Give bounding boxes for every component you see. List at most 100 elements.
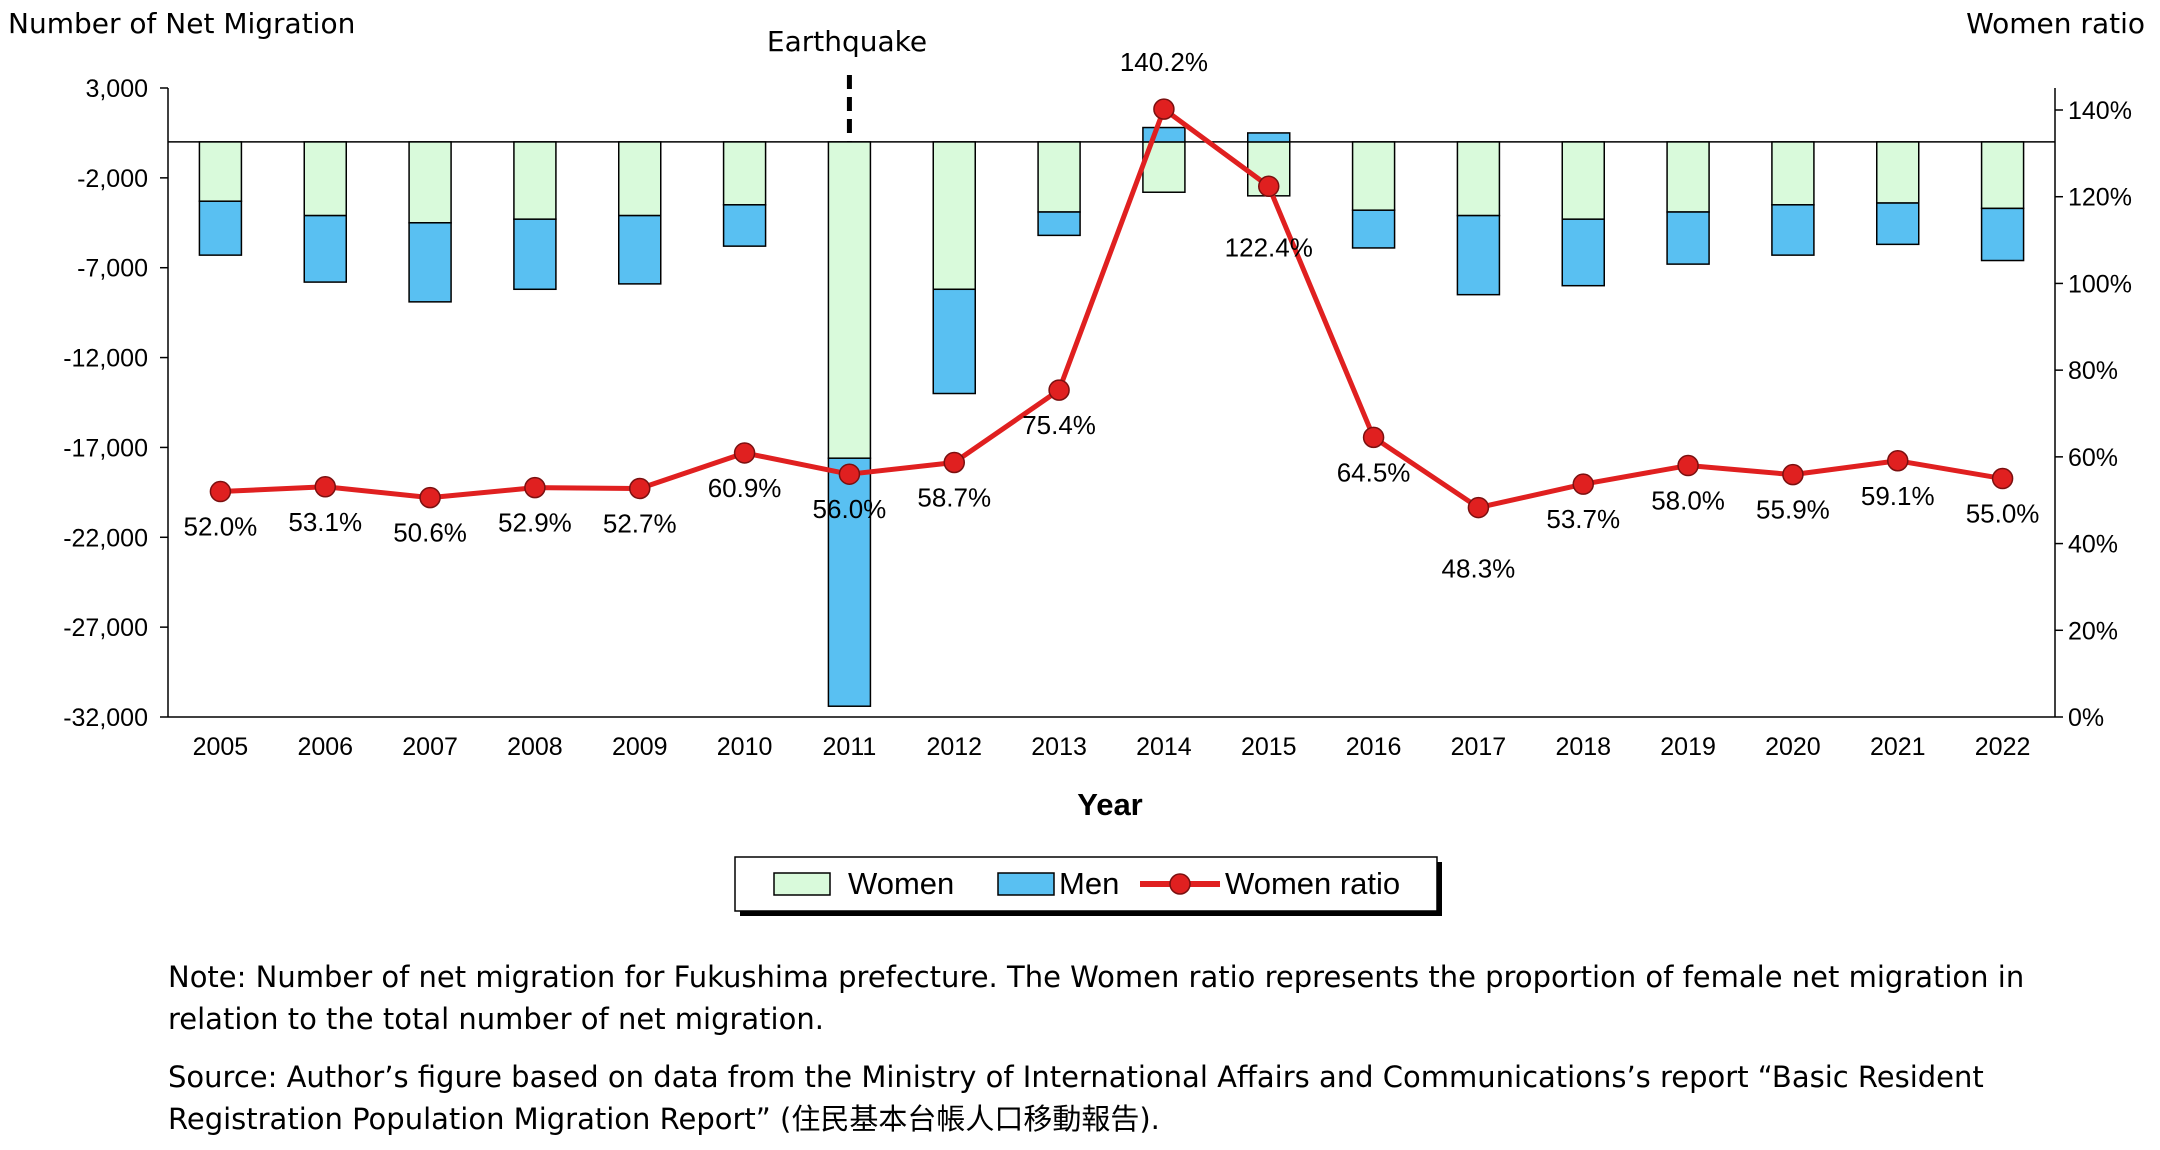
legend-label-ratio: Women ratio (1225, 866, 1400, 901)
bar-men (1666, 211, 1710, 265)
ratio-point (1572, 473, 1594, 495)
left-tick-label: -27,000 (63, 614, 148, 642)
bar-women (618, 141, 662, 217)
ratio-data-label: 122.4% (1225, 232, 1313, 262)
x-tick-label: 2019 (1660, 733, 1716, 761)
ratio-point (1362, 426, 1385, 449)
ratio-data-label: 53.1% (288, 507, 362, 537)
bar-women (408, 141, 452, 224)
right-tick-label: 100% (2068, 270, 2132, 298)
left-tick-label: -2,000 (77, 165, 148, 193)
ratio-point (629, 477, 651, 500)
ratio-point (209, 480, 232, 503)
ratio-data-label: 58.7% (917, 482, 991, 512)
bar-men (1037, 211, 1081, 237)
bar-women (932, 141, 976, 291)
ratio-data-label: 52.0% (184, 512, 258, 542)
bar-men (1561, 218, 1605, 287)
left-tick-label: -17,000 (63, 434, 148, 462)
ratio-data-label: 140.2% (1120, 47, 1208, 77)
bar-women (1456, 141, 1501, 217)
bar-women (1980, 141, 2025, 210)
bar-men (722, 204, 767, 247)
left-tick-label: -12,000 (63, 345, 148, 373)
bar-women (1771, 141, 1815, 206)
ratio-data-label: 55.0% (1966, 499, 2040, 529)
x-tick-label: 2021 (1870, 733, 1926, 761)
x-tick-label: 2007 (402, 733, 458, 761)
ratio-data-label: 56.0% (813, 494, 887, 524)
x-tick-label: 2017 (1451, 733, 1507, 761)
ratio-data-label: 64.5% (1337, 457, 1411, 487)
right-tick-label: 80% (2068, 357, 2118, 385)
ratio-point (733, 442, 756, 464)
left-tick-label: 3,000 (85, 75, 148, 103)
bar-men (303, 214, 347, 283)
x-tick-label: 2006 (297, 733, 353, 761)
ratio-data-label: 50.6% (393, 518, 467, 548)
bar-women (722, 141, 767, 206)
legend-label-men: Men (1059, 866, 1119, 901)
right-axis-title: Women ratio (1966, 7, 2145, 40)
source-text: Source: Author’s figure based on data fr… (168, 1060, 1984, 1136)
right-tick-label: 60% (2068, 444, 2118, 472)
ratio-point (1258, 175, 1280, 198)
bar-men (1876, 202, 1920, 246)
bar-women (198, 141, 243, 202)
bar-women (827, 141, 872, 459)
right-tick-label: 40% (2068, 531, 2118, 559)
ratio-point (838, 463, 861, 485)
bar-women (513, 141, 557, 220)
ratio-data-label: 55.9% (1756, 495, 1830, 525)
x-tick-label: 2016 (1346, 733, 1402, 761)
x-tick-label: 2013 (1031, 733, 1087, 761)
x-tick-label: 2020 (1765, 733, 1821, 761)
ratio-point (943, 451, 965, 474)
legend-swatch-men (997, 872, 1055, 896)
net-migration-chart: Number of Net Migration Women ratio Year… (8, 7, 2145, 916)
earthquake-label: Earthquake (767, 25, 927, 58)
x-tick-label: 2009 (612, 733, 668, 761)
x-tick-label: 2008 (507, 733, 563, 761)
ratio-data-label: 48.3% (1442, 554, 1516, 584)
ratio-data-label: 58.0% (1651, 486, 1725, 516)
plot-area: 3,000 -2,000 -7,000 -12,000 -17,000 -22,000 -2… (63, 47, 2132, 761)
ratio-point (419, 486, 441, 509)
ratio-data-label: 60.9% (708, 473, 782, 503)
bar-men (827, 457, 872, 707)
bar-women (1561, 141, 1605, 220)
x-tick-label: 2014 (1136, 733, 1192, 761)
ratio-point (1782, 463, 1804, 486)
bar-women (303, 141, 347, 217)
x-tick-label: 2022 (1975, 733, 2031, 761)
ratio-line (220, 106, 2004, 511)
x-tick-label: 2018 (1555, 733, 1611, 761)
ratio-point (314, 476, 336, 498)
bar-women (1037, 141, 1081, 213)
legend-swatch-women (773, 872, 831, 896)
bar-men (1351, 209, 1396, 249)
ratio-data-label: 52.7% (603, 509, 677, 539)
legend-swatch-ratio-marker (1169, 873, 1191, 895)
x-tick-label: 2010 (717, 733, 773, 761)
bar-men (1771, 204, 1815, 256)
x-tick-label: 2012 (926, 733, 982, 761)
bar-men (932, 288, 976, 395)
bar-men (1247, 132, 1291, 143)
ratio-point (1991, 467, 2014, 490)
bar-men (198, 200, 243, 256)
left-tick-label: -32,000 (63, 704, 148, 732)
note-text: Note: Number of net migration for Fukush… (168, 960, 2025, 1036)
bar-women (1666, 141, 1710, 213)
ratio-point (1677, 454, 1699, 477)
ratio-data-label: 53.7% (1546, 504, 1620, 534)
left-tick-label: -22,000 (63, 524, 148, 552)
left-tick-label: -7,000 (77, 255, 148, 283)
left-axis-title: Number of Net Migration (8, 7, 355, 40)
x-tick-label: 2011 (823, 733, 877, 761)
ratio-point (1048, 379, 1070, 401)
ratio-point (1153, 98, 1175, 120)
bar-men (1980, 207, 2025, 262)
bar-men (513, 218, 557, 291)
x-axis-title: Year (1077, 787, 1143, 822)
